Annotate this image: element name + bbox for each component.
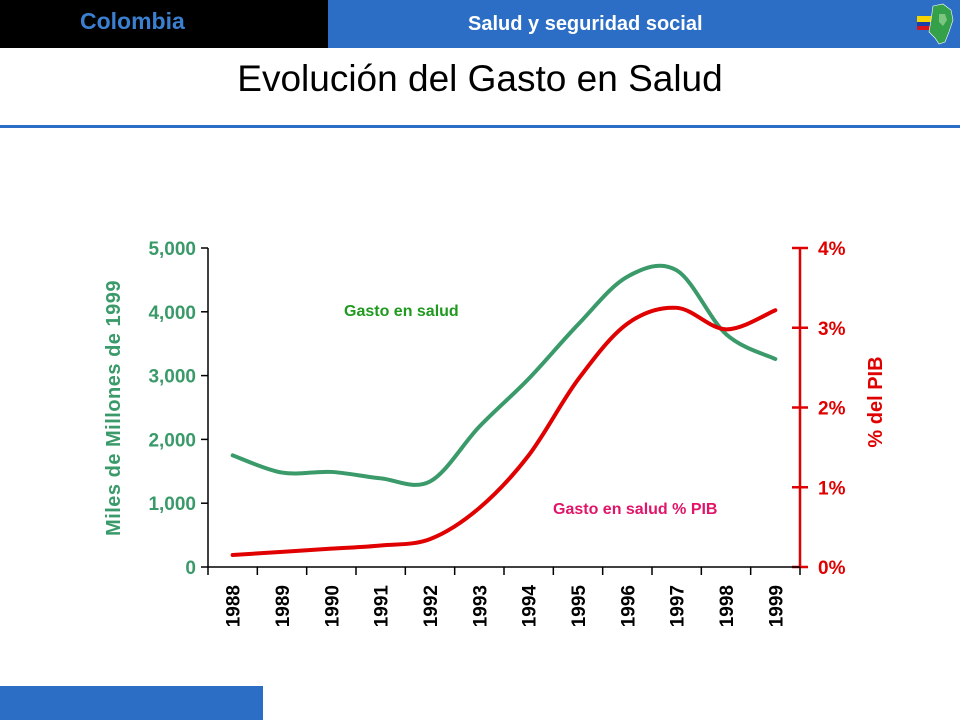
y-left-tick-label: 2,000 bbox=[148, 430, 196, 451]
annotation-gasto-en-salud: Gasto en salud bbox=[344, 303, 459, 320]
footer-bar bbox=[0, 686, 263, 720]
y-right-tick-label: 1% bbox=[818, 478, 846, 499]
x-tick-label: 1995 bbox=[569, 585, 590, 628]
country-label: Colombia bbox=[80, 8, 185, 34]
section-title: Salud y seguridad social bbox=[468, 13, 703, 35]
annotation-gasto-pib: Gasto en salud % PIB bbox=[553, 501, 717, 518]
x-tick-label: 1993 bbox=[470, 585, 491, 627]
colombia-map-flag-icon bbox=[917, 3, 954, 45]
x-tick-label: 1996 bbox=[618, 585, 639, 627]
x-tick-label: 1997 bbox=[668, 585, 689, 627]
x-tick-label: 1989 bbox=[273, 585, 294, 627]
y-left-tick-label: 5,000 bbox=[148, 239, 196, 260]
x-tick-label: 1998 bbox=[717, 585, 738, 627]
y-right-tick-label: 4% bbox=[818, 239, 846, 260]
series-line-gasto-pib bbox=[230, 305, 778, 558]
x-tick-label: 1999 bbox=[766, 585, 787, 627]
y-left-axis-title: Miles de Millones de 1999 bbox=[103, 280, 125, 536]
x-tick-label: 1992 bbox=[421, 585, 442, 627]
y-left-tick-label: 4,000 bbox=[148, 303, 196, 324]
x-tick-label: 1990 bbox=[322, 585, 343, 627]
x-tick-label: 1994 bbox=[520, 585, 541, 628]
y-left-tick-label: 0 bbox=[185, 558, 196, 579]
y-right-axis-title: % del PIB bbox=[865, 356, 887, 447]
title-divider bbox=[0, 125, 960, 128]
y-left-tick-label: 1,000 bbox=[148, 494, 196, 515]
page-title: Evolución del Gasto en Salud bbox=[237, 58, 723, 99]
header-country-panel: Colombia bbox=[0, 0, 328, 48]
x-tick-label: 1988 bbox=[224, 585, 245, 627]
y-right-tick-label: 2% bbox=[818, 399, 846, 420]
y-right-tick-label: 0% bbox=[818, 558, 846, 579]
header-section-panel: Salud y seguridad social bbox=[328, 0, 960, 48]
y-right-tick-label: 3% bbox=[818, 319, 846, 340]
x-tick-label: 1991 bbox=[372, 585, 393, 628]
series-line-gasto-en-salud bbox=[230, 263, 778, 487]
y-left-tick-label: 3,000 bbox=[148, 367, 196, 388]
